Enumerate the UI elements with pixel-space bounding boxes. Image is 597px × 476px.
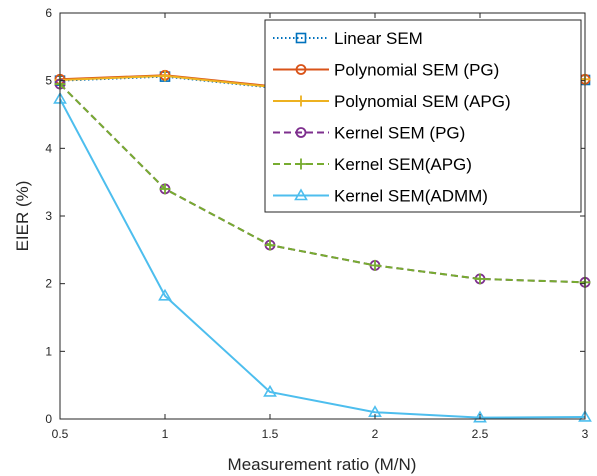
legend-marker	[294, 188, 308, 201]
data-point	[473, 410, 487, 423]
legend-label: Linear SEM	[334, 29, 423, 48]
legend-marker	[295, 32, 307, 44]
legend-label: Kernel SEM(ADMM)	[334, 187, 488, 206]
legend-marker	[295, 95, 307, 107]
y-tick-label: 2	[45, 277, 52, 291]
legend-label: Kernel SEM(APG)	[334, 155, 472, 174]
data-point	[369, 259, 381, 271]
data-point	[159, 183, 171, 195]
legend-marker	[295, 64, 307, 75]
legend: Linear SEM Polynomial SEM (PG) Polynomial …	[264, 19, 582, 213]
data-point	[158, 288, 172, 301]
x-tick-label: 3	[582, 427, 589, 441]
legend-entry: Polynomial SEM (APG)	[273, 92, 511, 111]
y-tick-label: 6	[45, 6, 52, 20]
legend-entry: Linear SEM	[273, 29, 423, 48]
data-point	[159, 70, 171, 82]
legend-label: Polynomial SEM (APG)	[334, 92, 511, 111]
legend-entry: Kernel SEM(ADMM)	[273, 187, 488, 206]
legend-box	[264, 19, 582, 213]
y-tick-label: 4	[45, 141, 52, 155]
legend-marker	[295, 127, 307, 138]
data-point	[264, 239, 276, 251]
legend-label: Polynomial SEM (PG)	[334, 61, 499, 80]
y-axis-title: EIER (%)	[13, 181, 32, 252]
legend-entry: Kernel SEM(APG)	[273, 155, 472, 174]
x-tick-label: 1	[162, 427, 169, 441]
x-tick-label: 2	[372, 427, 379, 441]
legend-entry: Polynomial SEM (PG)	[273, 61, 499, 80]
y-tick-label: 1	[45, 344, 52, 358]
legend-entry: Kernel SEM (PG)	[273, 124, 465, 143]
series-line	[59, 98, 586, 419]
data-point	[263, 384, 277, 397]
legend-label: Kernel SEM (PG)	[334, 124, 465, 143]
x-tick-label: 2.5	[472, 427, 489, 441]
x-axis-title: Measurement ratio (M/N)	[228, 455, 417, 474]
x-axis: 0.5 1 1.5 2 2.5 3	[52, 13, 589, 441]
series-line	[59, 83, 586, 284]
y-tick-label: 3	[45, 209, 52, 223]
y-tick-label: 0	[45, 412, 52, 426]
x-tick-label: 1.5	[262, 427, 279, 441]
data-point	[474, 273, 486, 285]
y-tick-label: 5	[45, 74, 52, 88]
legend-marker	[295, 158, 307, 170]
x-tick-label: 0.5	[52, 427, 69, 441]
data-point	[578, 409, 592, 422]
